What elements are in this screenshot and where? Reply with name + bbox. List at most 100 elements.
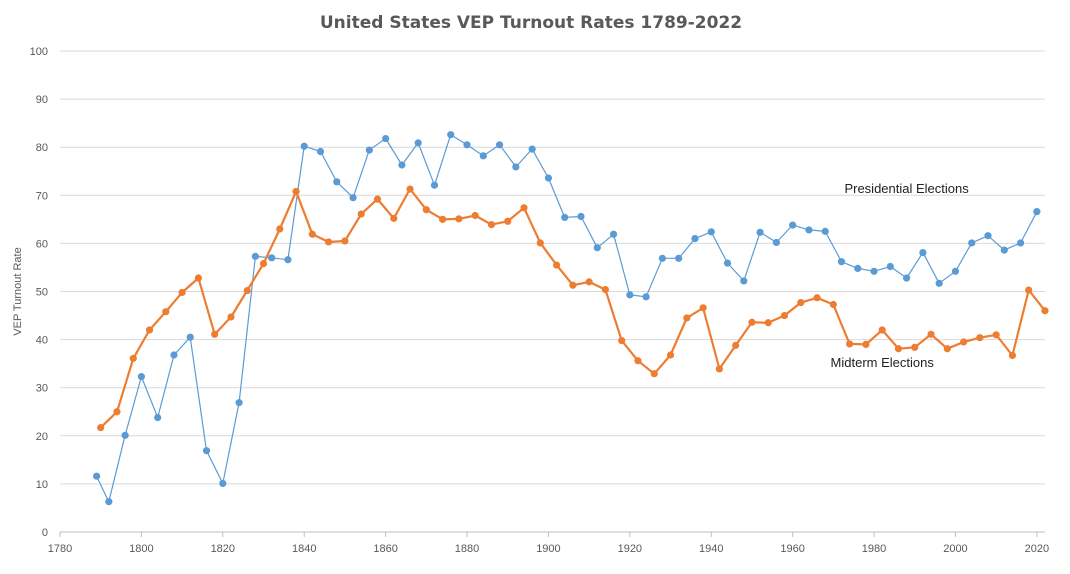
data-point-presidential [479, 152, 487, 160]
data-point-midterm [813, 294, 821, 302]
data-point-presidential [430, 181, 439, 189]
data-point-presidential [300, 142, 308, 150]
data-point-presidential [740, 277, 748, 285]
data-point-midterm [536, 239, 544, 247]
axes: 0 10 20 30 40 50 60 70 80 90 100 1780 1800 1820 1840 18… [30, 46, 1049, 555]
data-point-midterm [699, 304, 707, 312]
data-point-midterm [601, 285, 610, 294]
data-point-midterm [194, 274, 202, 282]
data-point-presidential [968, 239, 976, 247]
data-point-midterm [341, 237, 349, 245]
data-point-midterm [927, 330, 935, 338]
data-point-midterm [357, 210, 365, 218]
data-point-presidential [821, 227, 829, 235]
data-point-presidential [268, 254, 276, 262]
data-point-presidential [658, 254, 666, 262]
x-tick-label: 1880 [455, 543, 479, 555]
data-point-presidential [495, 141, 504, 149]
data-point-midterm [715, 365, 723, 373]
data-point-midterm [162, 308, 170, 316]
data-point-midterm [862, 340, 870, 349]
data-point-presidential [544, 174, 553, 182]
data-point-presidential [447, 131, 455, 139]
data-point-midterm [259, 260, 268, 268]
series-layer [93, 131, 1049, 506]
gridlines [60, 50, 1045, 485]
data-point-presidential [903, 274, 911, 282]
y-tick-label: 80 [36, 142, 48, 154]
data-point-midterm [390, 214, 398, 222]
data-point-midterm [618, 336, 626, 345]
data-point-presidential [512, 163, 520, 171]
x-tick-label: 1920 [618, 543, 642, 555]
data-point-midterm [439, 215, 447, 223]
y-tick-label: 90 [36, 94, 48, 106]
data-point-midterm [276, 225, 284, 233]
data-point-presidential [609, 230, 618, 238]
data-point-midterm [634, 357, 642, 365]
data-point-presidential [805, 226, 813, 234]
data-point-midterm [97, 424, 105, 432]
data-point-presidential [854, 264, 862, 273]
data-point-midterm [406, 185, 414, 193]
data-point-presidential [382, 134, 390, 143]
data-point-presidential [186, 333, 194, 341]
y-tick-label: 40 [36, 335, 48, 347]
data-point-presidential [984, 232, 992, 240]
data-point-presidential [154, 413, 162, 422]
data-point-midterm [308, 230, 316, 238]
x-tick-label: 1840 [292, 543, 316, 555]
data-point-presidential [870, 267, 878, 275]
data-point-presidential [316, 147, 325, 156]
data-point-midterm [911, 343, 919, 351]
data-point-presidential [333, 178, 341, 186]
data-point-midterm [992, 331, 1000, 339]
data-point-presidential [398, 161, 406, 169]
data-point-midterm [1041, 307, 1049, 315]
data-point-midterm [585, 278, 593, 286]
series-line-midterm [99, 187, 1046, 429]
annotations: Presidential Elections Midterm Elections [831, 181, 970, 370]
data-point-midterm [748, 318, 756, 326]
data-point-midterm [471, 211, 479, 220]
annotation-midterm: Midterm Elections [831, 355, 935, 370]
data-point-presidential [219, 479, 227, 488]
y-tick-label: 10 [36, 479, 48, 491]
data-point-midterm [1025, 286, 1033, 294]
data-point-midterm [487, 221, 496, 229]
data-point-presidential [886, 262, 894, 271]
data-point-midterm [373, 195, 382, 203]
annotation-presidential: Presidential Elections [844, 181, 969, 196]
data-point-presidential [528, 145, 536, 153]
data-point-midterm [325, 238, 333, 246]
data-point-midterm [764, 319, 772, 327]
data-point-presidential [1033, 208, 1041, 216]
chart-title: United States VEP Turnout Rates 1789-202… [320, 13, 742, 33]
data-point-midterm [243, 286, 251, 295]
data-point-midterm [650, 370, 658, 378]
y-tick-label: 70 [36, 190, 48, 202]
data-point-presidential [235, 399, 243, 407]
data-point-presidential [251, 252, 259, 260]
data-point-midterm [569, 281, 577, 289]
data-point-presidential [642, 293, 650, 301]
data-point-midterm [878, 326, 886, 334]
data-point-presidential [561, 213, 569, 222]
data-point-presidential [626, 291, 634, 299]
data-point-presidential [349, 194, 357, 202]
data-point-midterm [145, 326, 154, 334]
data-point-midterm [455, 215, 463, 223]
y-axis-title: VEP Turnout Rate [12, 247, 24, 335]
y-tick-label: 100 [30, 46, 48, 58]
x-tick-label: 1780 [48, 543, 72, 555]
data-point-presidential [577, 212, 585, 221]
data-point-midterm [113, 408, 121, 416]
x-tick-label: 1800 [129, 543, 153, 555]
data-point-midterm [797, 298, 805, 307]
data-point-presidential [756, 228, 764, 236]
data-point-midterm [129, 354, 137, 362]
data-point-midterm [943, 345, 951, 353]
data-point-presidential [675, 254, 683, 262]
data-point-presidential [137, 373, 146, 381]
